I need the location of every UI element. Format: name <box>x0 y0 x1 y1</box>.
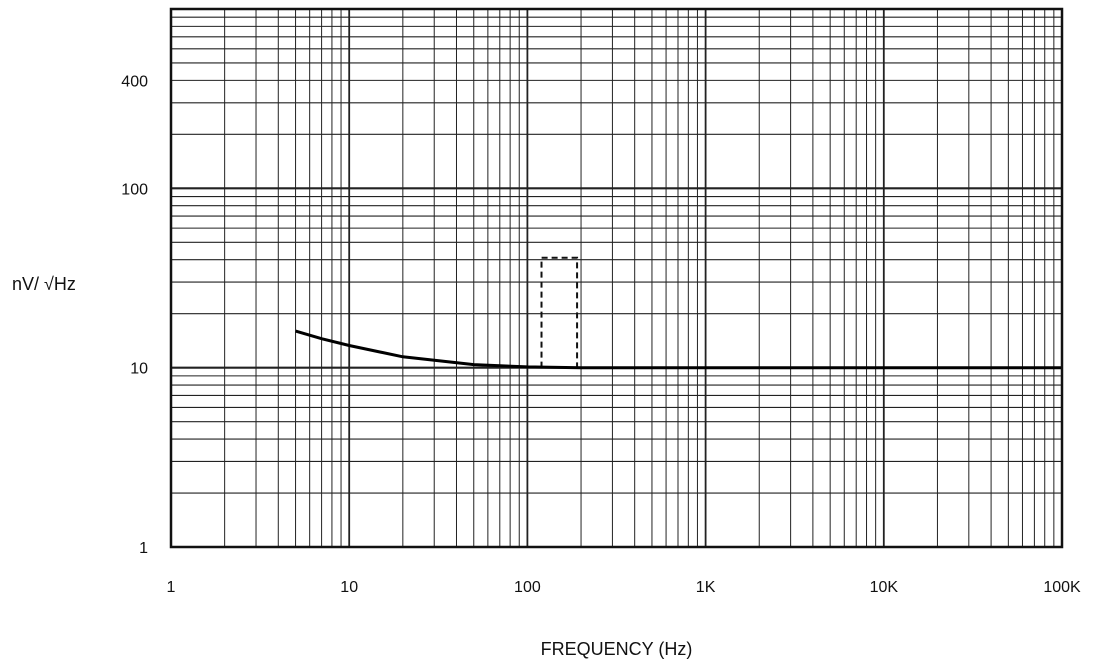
x-tick-label: 1K <box>696 579 716 596</box>
plot-frame <box>169 7 1064 549</box>
y-tick-label: 100 <box>121 181 148 198</box>
y-tick-labels: 1 10 100 400 <box>121 73 148 557</box>
x-tick-label: 100 <box>514 579 541 596</box>
x-tick-label: 10K <box>870 579 899 596</box>
y-tick-label: 400 <box>121 73 148 90</box>
x-axis-label: FREQUENCY (Hz) <box>541 639 693 659</box>
y-tick-label: 10 <box>130 361 148 378</box>
x-tick-label: 1 <box>167 579 176 596</box>
x-tick-labels: 1 10 100 1K 10K 100K <box>167 579 1081 596</box>
chart-series <box>295 329 1062 370</box>
chart-annotations <box>540 256 579 368</box>
series-line-0 <box>295 329 1062 370</box>
y-axis-label: nV/ √Hz <box>12 274 76 294</box>
dashed-box-annotation <box>540 256 579 368</box>
x-tick-label: 100K <box>1043 579 1081 596</box>
x-tick-label: 10 <box>340 579 358 596</box>
chart-grid <box>171 9 1062 547</box>
y-tick-label: 1 <box>139 540 148 557</box>
